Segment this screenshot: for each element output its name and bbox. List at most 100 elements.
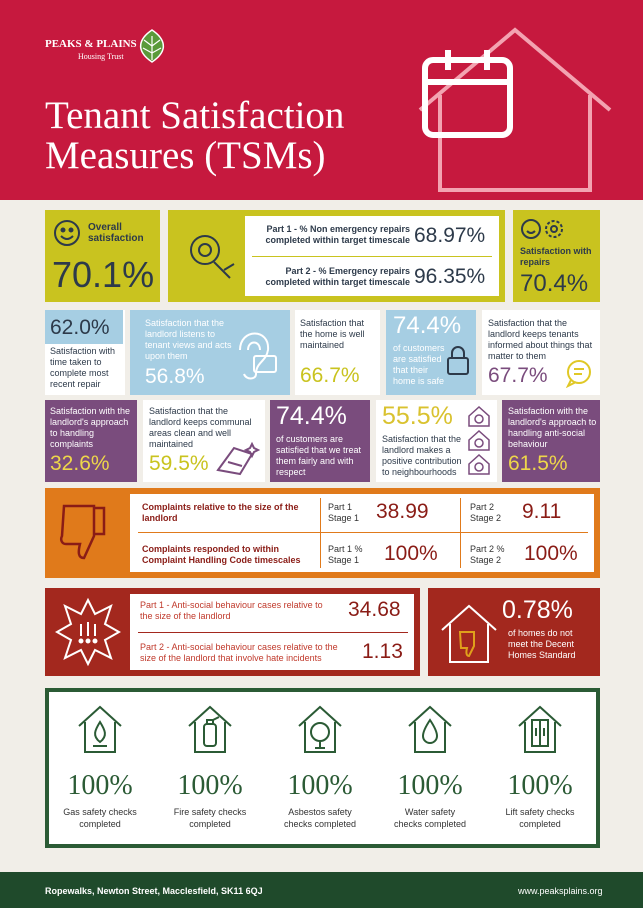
decent-homes-value: 0.78% — [502, 596, 573, 624]
safety-label: Water safety checks completed — [393, 807, 467, 829]
houses-icon — [468, 405, 490, 475]
safety-label: Gas safety checks completed — [63, 807, 137, 829]
asb-label: Part 2 - Anti-social behaviour cases rel… — [140, 642, 338, 663]
repairs-satisfaction-value: 70.4% — [520, 270, 589, 297]
complaints-label: Complaints relative to the size of the l… — [142, 502, 299, 523]
complaints-value: 100% — [524, 542, 578, 565]
repairs-satisfaction-label: Satisfaction with repairs — [520, 246, 592, 267]
overall-label: Overall satisfaction — [88, 222, 144, 244]
safety-icon — [298, 705, 342, 753]
complaints-part-label: Part 2 % Stage 2 — [470, 544, 505, 565]
tile — [386, 310, 476, 395]
tile-label: Satisfaction that the landlord keeps com… — [149, 406, 252, 449]
tile-value: 67.7% — [488, 364, 548, 387]
title-line: Measures (TSMs) — [45, 134, 326, 177]
complaints-part-label: Part 2 Stage 2 — [470, 502, 502, 523]
safety-value: 100% — [67, 770, 133, 801]
header-icon — [418, 27, 612, 192]
tile-value: 62.0% — [50, 316, 110, 339]
safety-label: Lift safety checks completed — [505, 807, 575, 829]
tile-value: 32.6% — [50, 452, 110, 475]
title: Tenant Satisfaction Measures (TSMs) — [45, 96, 344, 176]
footer — [0, 872, 643, 908]
tile-label: of customers are satisfied that we treat… — [276, 434, 362, 477]
complaints-value: 38.99 — [376, 500, 429, 523]
divider — [320, 498, 321, 568]
title-line: Tenant Satisfaction — [45, 94, 345, 137]
complaints-label: Complaints responded to within Complaint… — [142, 544, 301, 565]
repairs-value: 96.35% — [414, 265, 486, 288]
tile-label: Satisfaction that the landlord makes a p… — [382, 434, 462, 477]
tile-accent — [45, 310, 123, 344]
tile — [295, 310, 380, 395]
tile-value: 59.5% — [149, 452, 209, 475]
header — [0, 0, 643, 200]
tile-label: Satisfaction that the landlord keeps ten… — [488, 318, 593, 361]
repairs-label: Part 2 - % Emergency repairs completed w… — [265, 266, 410, 287]
tile-value: 66.7% — [300, 364, 360, 387]
divider — [138, 632, 408, 633]
tile — [143, 400, 265, 482]
tile-label: Satisfaction that the landlord listens t… — [145, 318, 232, 361]
safety-value: 100% — [397, 770, 463, 801]
safety-label: Asbestos safety checks completed — [283, 807, 357, 829]
asb-label: Part 1 - Anti-social behaviour cases rel… — [140, 600, 323, 621]
divider — [252, 256, 492, 257]
complaints-value: 100% — [384, 542, 438, 565]
decent-homes-label: of homes do not meet the Decent Homes St… — [508, 628, 576, 660]
tile-value: 61.5% — [508, 452, 568, 475]
safety-value: 100% — [507, 770, 573, 801]
tile-value: 74.4% — [276, 402, 347, 430]
repairs-label: Part 1 - % Non emergency repairs complet… — [265, 224, 410, 245]
tile — [270, 400, 370, 482]
tile-repairs-satisfaction — [513, 210, 600, 302]
divider — [460, 498, 461, 568]
repairs-value: 68.97% — [414, 224, 486, 247]
asb-value: 1.13 — [362, 640, 403, 663]
alert-icon — [55, 597, 121, 667]
footer-url: www.peaksplains.org — [518, 886, 603, 896]
tile — [502, 400, 600, 482]
tile-label: of customers are satisfied that their ho… — [393, 343, 445, 386]
cleaning-icon — [216, 441, 261, 476]
lock-icon — [447, 346, 469, 375]
logo-sub: Housing Trust — [78, 52, 124, 61]
tile-label: Satisfaction with the landlord's approac… — [508, 406, 597, 449]
tile — [482, 310, 600, 395]
footer-address: Ropewalks, Newton Street, Macclesfield, … — [45, 886, 263, 896]
safety-icon — [188, 705, 232, 753]
chat-icon — [565, 360, 591, 388]
safety-value: 100% — [287, 770, 353, 801]
smiley-gear-icon — [521, 219, 563, 239]
tile-label: Satisfaction with the landlord's approac… — [50, 406, 131, 449]
asb-value: 34.68 — [348, 598, 401, 621]
tile-overall — [45, 210, 160, 302]
ear-icon — [239, 332, 277, 380]
thumb-down-icon — [59, 504, 106, 560]
tile-label: Satisfaction that the home is well maint… — [300, 318, 365, 350]
tile-value: 55.5% — [382, 402, 453, 430]
smiley-icon — [54, 220, 80, 246]
divider — [138, 532, 588, 533]
safety-box — [45, 688, 600, 848]
safety-icon — [78, 705, 122, 753]
wrench-icon — [190, 235, 235, 279]
house-thumb-icon — [441, 604, 497, 663]
complaints-panel — [130, 494, 594, 572]
overall-value: 70.1% — [52, 254, 155, 295]
tile-value: 74.4% — [393, 312, 462, 339]
tile — [376, 400, 497, 482]
tile-value: 56.8% — [145, 365, 205, 388]
logo-name: PEAKS & PLAINS — [45, 38, 137, 50]
safety-icon — [408, 705, 452, 753]
safety-value: 100% — [177, 770, 243, 801]
safety-label: Fire safety checks completed — [173, 807, 247, 829]
logo-leaf — [140, 29, 164, 63]
tile — [130, 310, 290, 395]
complaints-part-label: Part 1 Stage 1 — [328, 502, 360, 523]
complaints-value: 9.11 — [522, 500, 562, 523]
tile — [45, 400, 137, 482]
tile-label: Satisfaction with time taken to complete… — [50, 346, 116, 389]
safety-icon — [518, 705, 562, 753]
